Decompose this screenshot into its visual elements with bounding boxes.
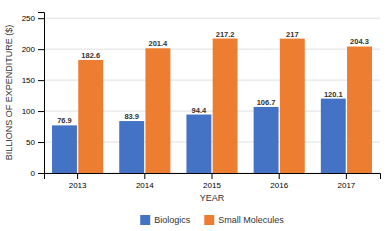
y-tick: 50 [26, 138, 44, 147]
y-tick: 100 [22, 107, 44, 116]
y-axis-line [38, 13, 45, 174]
bar [280, 39, 305, 173]
x-tick-label: 2017 [338, 181, 356, 190]
y-tick-mark [38, 142, 44, 143]
y-tick-label: 200 [22, 45, 36, 54]
data-label: 106.7 [257, 98, 276, 107]
y-axis: 0 50 100 150 200 250 [22, 13, 45, 179]
data-label: 83.9 [124, 112, 139, 121]
plot: 76.9 83.9 94.4 106.7 120.1 182.6 201.4 217.2 217… [4, 13, 381, 204]
legend-swatch [140, 215, 150, 225]
y-tick-mark [38, 80, 44, 81]
bar [52, 125, 77, 173]
y-axis-title: BILLIONS OF EXPENDITURE ($) [4, 25, 14, 161]
y-tick-label: 250 [22, 14, 36, 23]
legend-label: Biologics [154, 215, 191, 225]
x-tick-label: 2014 [136, 181, 154, 190]
legend: Biologics Small Molecules [140, 215, 284, 225]
y-tick: 250 [22, 14, 44, 23]
y-tick-label: 100 [22, 107, 36, 116]
data-label: 204.3 [350, 37, 369, 46]
y-tick-mark [38, 49, 44, 50]
bar [186, 115, 211, 173]
grid [44, 18, 380, 173]
x-axis: 2013 2014 2015 2016 2017 [45, 173, 381, 190]
bar [347, 46, 372, 173]
x-tick-label: 2015 [203, 181, 221, 190]
y-tick-mark [38, 173, 44, 174]
bar [213, 39, 238, 173]
data-label: 76.9 [57, 116, 72, 125]
data-label: 201.4 [149, 39, 169, 48]
bar-series [78, 39, 372, 173]
bar [119, 121, 144, 173]
x-tick-mark [144, 173, 145, 179]
legend-swatch [204, 215, 214, 225]
x-tick: 2013 [69, 173, 87, 190]
bar [321, 99, 346, 173]
y-tick-label: 50 [26, 138, 35, 147]
y-tick-label: 150 [22, 76, 36, 85]
data-label: 94.4 [192, 106, 207, 115]
x-axis-title: YEAR [200, 193, 225, 203]
y-tick: 200 [22, 45, 44, 54]
legend-item: Small Molecules [204, 215, 284, 225]
bar [254, 107, 279, 173]
y-tick-mark [38, 18, 44, 19]
x-tick-label: 2013 [69, 181, 87, 190]
x-tick: 2017 [338, 173, 356, 190]
grid-line [44, 49, 380, 50]
bar [145, 48, 170, 173]
x-tick: 2014 [136, 173, 154, 190]
chart: 76.9 83.9 94.4 106.7 120.1 182.6 201.4 217.2 217… [0, 0, 388, 231]
bars [52, 39, 372, 173]
data-label: 182.6 [81, 51, 100, 60]
x-tick-mark [212, 173, 213, 179]
x-tick-mark [346, 173, 347, 179]
x-tick-mark [279, 173, 280, 179]
data-label: 217.2 [216, 30, 235, 39]
x-tick: 2016 [270, 173, 288, 190]
legend-item: Biologics [140, 215, 191, 225]
bar [78, 60, 103, 173]
legend-label: Small Molecules [218, 215, 284, 225]
y-tick-label: 0 [31, 169, 36, 178]
grid-line [44, 18, 380, 19]
x-tick-mark [77, 173, 78, 179]
y-tick-mark [38, 111, 44, 112]
y-tick: 0 [31, 169, 44, 178]
data-labels: 76.9 83.9 94.4 106.7 120.1 182.6 201.4 217.2 217… [57, 30, 369, 126]
data-label: 217 [286, 30, 299, 39]
x-tick-label: 2016 [270, 181, 288, 190]
y-tick: 150 [22, 76, 44, 85]
x-axis-line [45, 174, 381, 180]
x-tick: 2015 [203, 173, 221, 190]
data-label: 120.1 [324, 90, 343, 99]
